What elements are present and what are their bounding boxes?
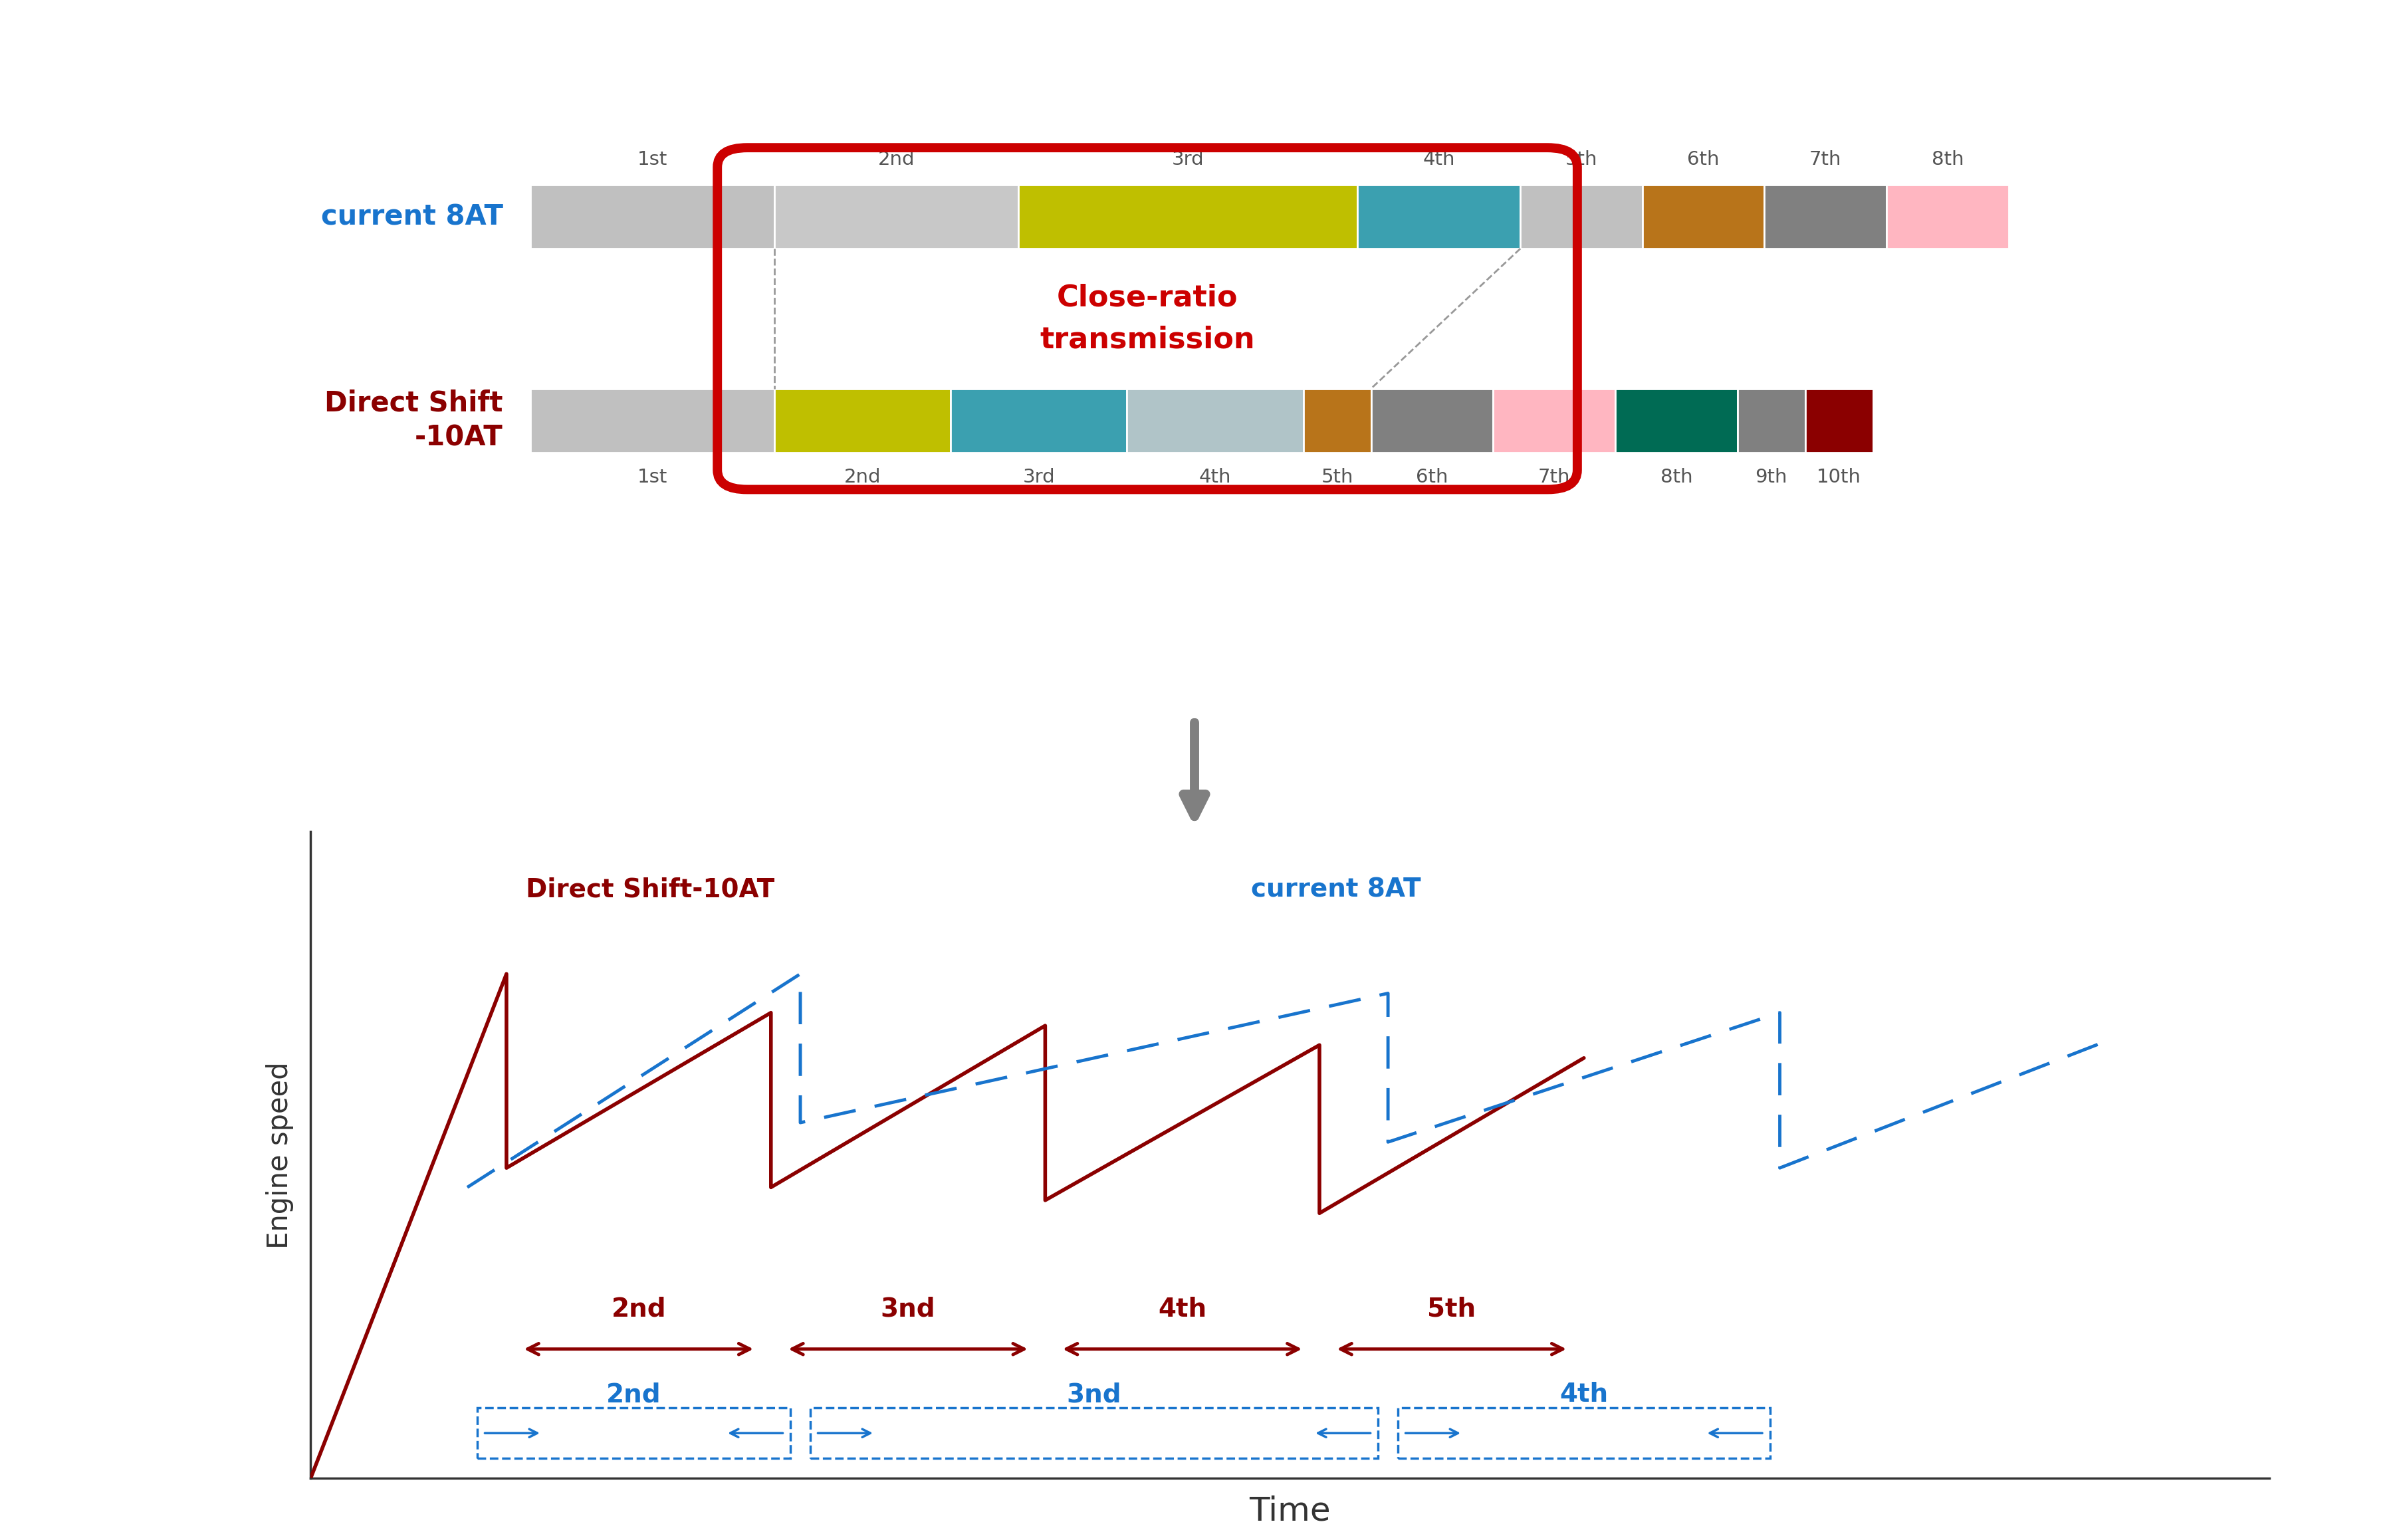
FancyBboxPatch shape (1304, 388, 1371, 453)
Text: 5th: 5th (1565, 151, 1598, 169)
FancyBboxPatch shape (951, 388, 1128, 453)
FancyBboxPatch shape (1806, 388, 1873, 453)
FancyBboxPatch shape (1493, 388, 1615, 453)
Text: 3nd: 3nd (882, 1297, 936, 1321)
Text: 2nd: 2nd (612, 1297, 667, 1321)
Text: 4th: 4th (1560, 1381, 1608, 1408)
FancyBboxPatch shape (774, 388, 951, 453)
FancyBboxPatch shape (774, 185, 1018, 248)
Text: 1st: 1st (638, 151, 667, 169)
FancyBboxPatch shape (1737, 388, 1806, 453)
Text: 8th: 8th (1660, 468, 1691, 487)
Text: 4th: 4th (1199, 468, 1230, 487)
FancyBboxPatch shape (1887, 185, 2009, 248)
Text: Direct Shift-10AT: Direct Shift-10AT (526, 878, 774, 902)
FancyBboxPatch shape (1371, 388, 1493, 453)
FancyBboxPatch shape (1641, 185, 1765, 248)
Text: 5th: 5th (1426, 1297, 1476, 1321)
FancyBboxPatch shape (530, 185, 774, 248)
Text: 8th: 8th (1930, 151, 1964, 169)
Y-axis label: Engine speed: Engine speed (265, 1061, 294, 1249)
Text: 2nd: 2nd (879, 151, 915, 169)
Text: 10th: 10th (1816, 468, 1861, 487)
FancyBboxPatch shape (1765, 185, 1887, 248)
FancyBboxPatch shape (1018, 185, 1357, 248)
Text: Direct Shift
-10AT: Direct Shift -10AT (325, 390, 504, 451)
Text: 7th: 7th (1808, 151, 1842, 169)
Text: current 8AT: current 8AT (1252, 878, 1421, 902)
FancyBboxPatch shape (1128, 388, 1304, 453)
Text: 7th: 7th (1539, 468, 1570, 487)
FancyBboxPatch shape (1357, 185, 1519, 248)
Text: 2nd: 2nd (607, 1381, 662, 1408)
Text: 3rd: 3rd (1173, 151, 1204, 169)
FancyBboxPatch shape (1615, 388, 1737, 453)
Text: 6th: 6th (1417, 468, 1448, 487)
Text: 2nd: 2nd (843, 468, 882, 487)
Text: Close-ratio
transmission: Close-ratio transmission (1039, 283, 1254, 354)
Text: 9th: 9th (1756, 468, 1787, 487)
FancyBboxPatch shape (1519, 185, 1641, 248)
Text: 1st: 1st (638, 468, 667, 487)
FancyBboxPatch shape (530, 388, 774, 453)
Text: 6th: 6th (1687, 151, 1720, 169)
Text: 4th: 4th (1159, 1297, 1206, 1321)
Text: 3rd: 3rd (1022, 468, 1056, 487)
Text: 3nd: 3nd (1068, 1381, 1120, 1408)
X-axis label: Time: Time (1249, 1495, 1331, 1528)
Text: 4th: 4th (1424, 151, 1455, 169)
Text: 5th: 5th (1321, 468, 1352, 487)
Text: current 8AT: current 8AT (320, 203, 504, 231)
